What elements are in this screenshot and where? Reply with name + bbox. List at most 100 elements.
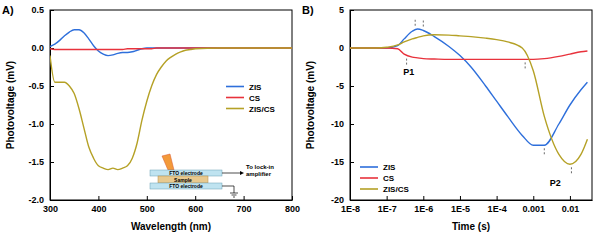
y-axis: 50-5-10-15-20 — [331, 5, 354, 205]
legend-swatch — [226, 86, 244, 88]
series-line — [350, 29, 587, 145]
legend-swatch — [360, 188, 378, 190]
legend-label: ZIS — [249, 83, 262, 92]
panel-title: A) — [2, 4, 14, 16]
y-tick: -0.5 — [28, 81, 54, 91]
plot-frame — [350, 10, 592, 200]
y-tick-mark — [350, 200, 354, 201]
y-tick: -10 — [331, 119, 354, 129]
plot-area — [50, 30, 292, 170]
y-tick-label: -10 — [331, 119, 344, 129]
panel: 1E-81E-71E-61E-51E-40.0010.0150-5-10-15-… — [302, 4, 593, 232]
x-tick: 500 — [140, 196, 155, 214]
x-axis-title: Wavelength (nm) — [131, 221, 211, 232]
peak-marker — [571, 167, 572, 174]
panel-title: B) — [302, 4, 314, 16]
inset-label: To lock-inamplifier — [246, 164, 274, 177]
y-axis-line — [50, 11, 51, 201]
x-tick-mark — [570, 196, 571, 200]
y-axis-title: Photovoltage (mV) — [5, 61, 16, 149]
x-tick-label: 300 — [43, 204, 58, 214]
electrode-bottom — [150, 183, 222, 189]
legend-swatch — [360, 166, 378, 168]
peak-marker — [544, 148, 545, 155]
x-tick-label: 800 — [285, 204, 300, 214]
y-axis-line — [350, 11, 351, 201]
light-beam — [162, 154, 174, 170]
x-tick-label: 0.01 — [562, 204, 580, 214]
x-tick-label: 700 — [237, 204, 252, 214]
y-tick-mark — [350, 162, 354, 163]
x-axis: 300 400 500 600 700 800 — [43, 196, 300, 214]
y-tick-label: 0 — [339, 43, 344, 53]
x-tick: 1E-4 — [488, 196, 507, 214]
wire — [222, 173, 240, 193]
ground — [230, 193, 238, 197]
y-tick-label: -15 — [331, 157, 344, 167]
x-tick-mark — [292, 196, 293, 200]
x-tick-label: 1E-5 — [451, 204, 470, 214]
x-tick-mark — [195, 196, 196, 200]
inset: FTO electrodeSampleFTO electrodeTo lock-… — [150, 154, 274, 197]
x-axis-line — [51, 200, 293, 201]
x-tick-label: 1E-4 — [488, 204, 507, 214]
peak-marker — [406, 59, 407, 66]
x-tick: 400 — [91, 196, 106, 214]
legend-label: ZIS/CS — [249, 105, 275, 114]
x-axis-line — [351, 200, 593, 201]
y-tick: 5 — [339, 5, 354, 15]
y-tick-label: -2.0 — [28, 195, 44, 205]
plot-frame — [50, 10, 292, 200]
inset-label: FTO electrode — [169, 170, 203, 176]
y-axis-title: Photovoltage (mV) — [305, 61, 316, 149]
x-tick-label: 600 — [188, 204, 203, 214]
y-tick: -2.0 — [28, 195, 54, 205]
x-tick-mark — [244, 196, 245, 200]
legend-swatch — [360, 177, 378, 179]
series-line — [350, 48, 587, 59]
electrode-top — [150, 170, 222, 176]
y-tick-label: 5 — [339, 5, 344, 15]
series-line — [350, 35, 587, 165]
arrow-head — [240, 171, 244, 175]
y-tick-label: 0.5 — [31, 5, 44, 15]
x-tick: 1E-5 — [451, 196, 470, 214]
x-tick: 0.001 — [523, 196, 546, 214]
x-tick: 1E-7 — [378, 196, 397, 214]
sample — [158, 176, 208, 183]
x-axis: 1E-81E-71E-61E-51E-40.0010.01 — [341, 196, 593, 214]
legend-swatch — [226, 97, 244, 99]
legend-swatch — [226, 108, 244, 110]
y-tick: -1.0 — [28, 119, 54, 129]
legend: ZISCSZIS/CS — [226, 83, 275, 114]
x-tick-mark — [387, 196, 388, 200]
y-tick-label: -5 — [336, 81, 344, 91]
x-tick: 0.01 — [562, 196, 580, 214]
x-tick-mark — [460, 196, 461, 200]
x-tick-label: 400 — [91, 204, 106, 214]
x-tick-label: 1E-7 — [378, 204, 397, 214]
x-tick-mark — [497, 196, 498, 200]
x-tick-mark — [423, 196, 424, 200]
y-tick: -5 — [336, 81, 354, 91]
x-tick: 700 — [237, 196, 252, 214]
figure: 3004005006007008000.50.0-0.5-1.0-1.5-2.0… — [0, 0, 600, 240]
y-tick-mark — [350, 124, 354, 125]
legend-label: ZIS/CS — [383, 185, 409, 194]
x-tick-mark — [98, 196, 99, 200]
inset-label: FTO electrode — [169, 183, 203, 189]
y-tick-mark — [50, 124, 54, 125]
y-tick-label: -1.5 — [28, 157, 44, 167]
x-tick-label: 0.001 — [523, 204, 546, 214]
series-line — [50, 30, 292, 56]
series-line — [50, 48, 292, 170]
panel: 3004005006007008000.50.0-0.5-1.0-1.5-2.0… — [2, 4, 300, 232]
y-tick-mark — [350, 86, 354, 87]
y-tick-mark — [50, 200, 54, 201]
y-tick: -15 — [331, 157, 354, 167]
x-tick-label: 1E-8 — [341, 204, 360, 214]
peak-marker — [415, 20, 416, 27]
y-tick-mark — [50, 10, 54, 11]
y-tick: -1.5 — [28, 157, 54, 167]
x-tick: 800 — [285, 196, 300, 214]
